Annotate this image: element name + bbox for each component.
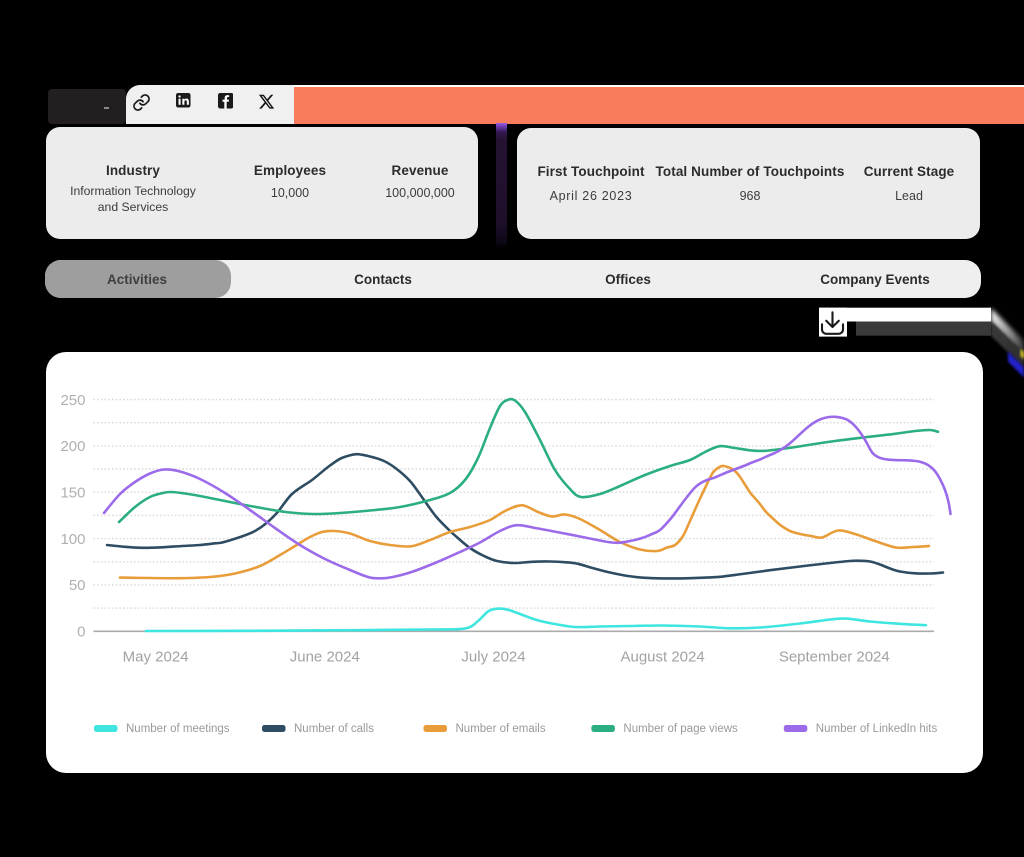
svg-text:50: 50 [69, 577, 86, 594]
svg-text:June 2024: June 2024 [290, 649, 360, 666]
svg-text:September 2024: September 2024 [779, 649, 890, 666]
svg-text:Number of meetings: Number of meetings [126, 723, 230, 735]
svg-text:Number of LinkedIn hits: Number of LinkedIn hits [816, 723, 938, 735]
svg-text:August 2024: August 2024 [620, 649, 704, 666]
svg-text:200: 200 [60, 438, 85, 455]
svg-text:Number of page views: Number of page views [623, 723, 738, 735]
svg-text:Number of calls: Number of calls [294, 723, 374, 735]
svg-text:250: 250 [60, 392, 85, 409]
svg-text:150: 150 [60, 485, 85, 502]
svg-text:July 2024: July 2024 [461, 649, 525, 666]
svg-text:Number of emails: Number of emails [456, 723, 546, 735]
svg-text:100: 100 [60, 531, 85, 548]
svg-text:0: 0 [77, 624, 85, 641]
svg-text:May 2024: May 2024 [123, 649, 189, 666]
